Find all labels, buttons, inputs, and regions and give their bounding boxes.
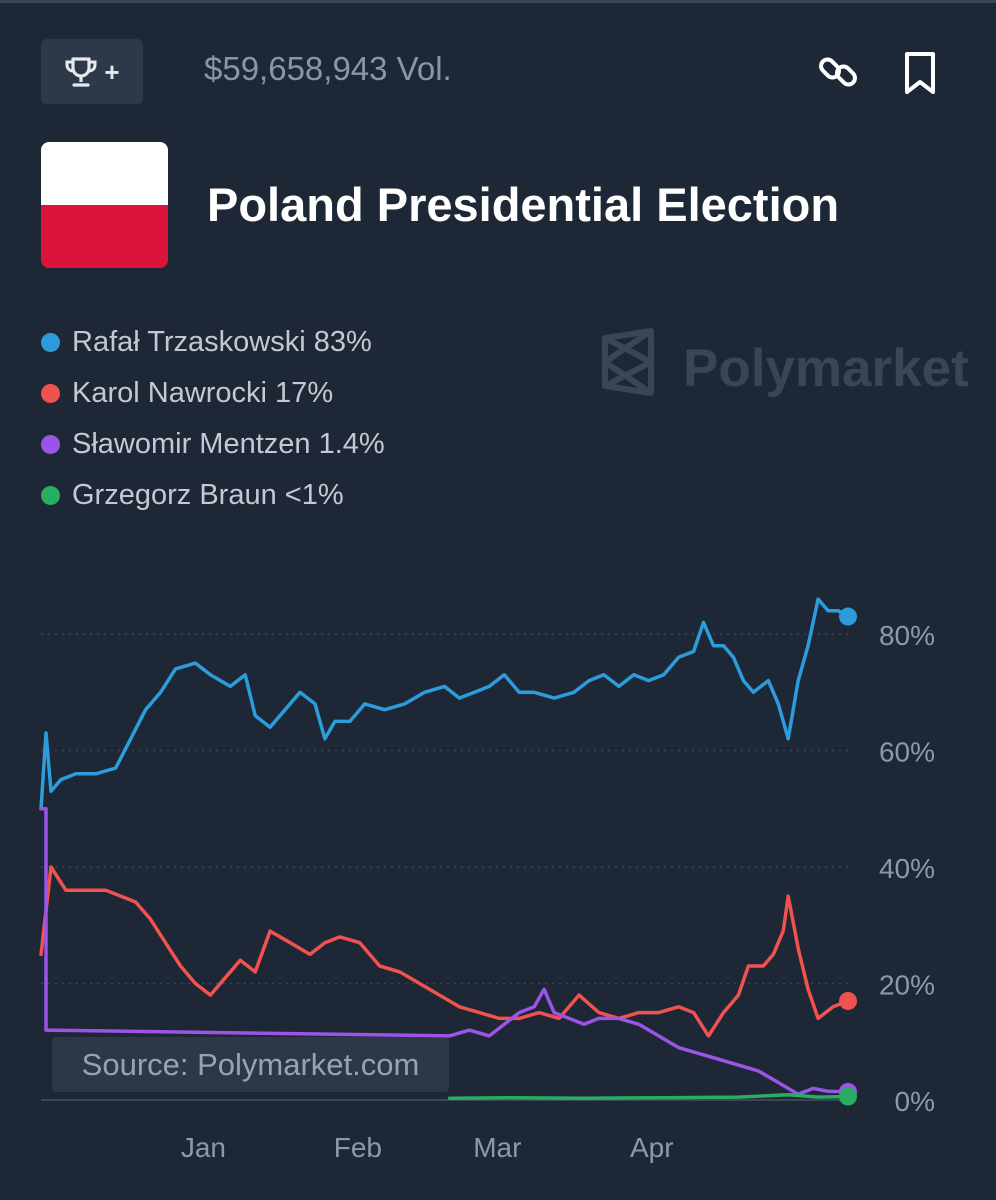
top-divider xyxy=(0,0,996,3)
trophy-icon xyxy=(64,56,98,88)
legend-label: Karol Nawrocki 17% xyxy=(72,377,334,409)
trophy-add-button[interactable]: + xyxy=(41,39,143,104)
legend-item: Sławomir Mentzen 1.4% xyxy=(41,419,385,470)
y-tick-label: 40% xyxy=(879,853,935,884)
page-title: Poland Presidential Election xyxy=(207,178,840,231)
series-end-point xyxy=(839,607,857,626)
chart-legend: Rafał Trzaskowski 83% Karol Nawrocki 17%… xyxy=(41,317,385,521)
poland-flag-icon xyxy=(41,142,168,268)
legend-item: Rafał Trzaskowski 83% xyxy=(41,317,385,368)
price-history-chart: 0% 20% 40% 60% 80% Jan Feb Mar Apr xyxy=(39,597,935,1163)
source-note: Source: Polymarket.com xyxy=(52,1037,449,1092)
x-tick-label: Jan xyxy=(181,1132,226,1163)
legend-dot xyxy=(41,486,60,505)
series-line xyxy=(39,597,850,811)
y-tick-label: 80% xyxy=(879,620,935,651)
polymarket-watermark: Polymarket xyxy=(599,328,969,409)
series-end-point xyxy=(839,1087,857,1106)
x-tick-label: Apr xyxy=(630,1132,674,1163)
polymarket-logo-icon xyxy=(599,328,657,409)
legend-item: Karol Nawrocki 17% xyxy=(41,368,385,419)
legend-label: Grzegorz Braun <1% xyxy=(72,479,344,511)
watermark-text: Polymarket xyxy=(683,339,969,398)
x-tick-label: Mar xyxy=(473,1132,521,1163)
x-tick-label: Feb xyxy=(334,1132,382,1163)
y-tick-label: 60% xyxy=(879,737,935,768)
series-line xyxy=(39,807,850,1096)
legend-label: Sławomir Mentzen 1.4% xyxy=(72,428,385,460)
bookmark-icon[interactable] xyxy=(901,50,939,101)
series-line xyxy=(447,1093,850,1101)
volume-text: $59,658,943 Vol. xyxy=(204,50,452,87)
y-tick-label: 0% xyxy=(895,1086,935,1117)
plus-label: + xyxy=(104,56,120,87)
legend-dot xyxy=(41,435,60,454)
legend-dot xyxy=(41,384,60,403)
series-end-point xyxy=(839,991,857,1010)
y-tick-label: 20% xyxy=(879,970,935,1001)
legend-dot xyxy=(41,333,60,352)
series-line xyxy=(39,865,850,1038)
legend-item: Grzegorz Braun <1% xyxy=(41,470,385,521)
legend-label: Rafał Trzaskowski 83% xyxy=(72,326,372,358)
link-icon[interactable] xyxy=(816,50,860,99)
